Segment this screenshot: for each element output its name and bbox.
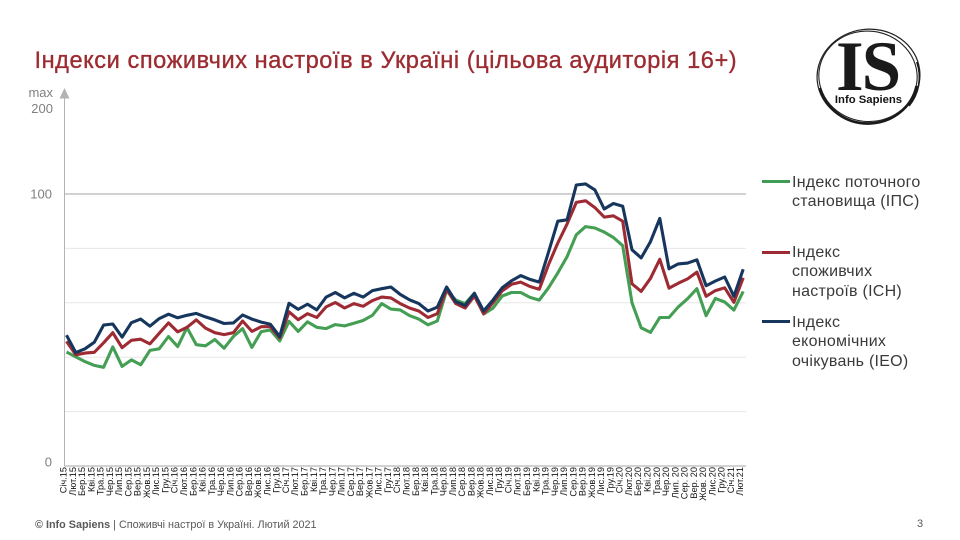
svg-text:Чер.18: Чер.18 <box>439 467 449 496</box>
svg-text:Тра.20: Тра.20 <box>652 467 662 495</box>
svg-text:Чер.20: Чер.20 <box>661 467 671 496</box>
svg-text:Вер. 20: Вер. 20 <box>689 467 699 499</box>
svg-text:Лип.18: Лип.18 <box>448 467 458 496</box>
svg-text:Січ.15: Січ.15 <box>59 467 69 493</box>
svg-text:Гру.15: Гру.15 <box>161 467 171 493</box>
svg-text:Січ.18: Січ.18 <box>392 467 402 493</box>
svg-text:Лют.16: Лют.16 <box>179 467 189 496</box>
svg-text:Жов.16: Жов.16 <box>253 467 263 498</box>
svg-text:Чер.19: Чер.19 <box>550 467 560 496</box>
svg-text:Чер.15: Чер.15 <box>105 467 115 496</box>
svg-text:Лис.20: Лис.20 <box>707 467 717 496</box>
svg-text:Гру.19: Гру.19 <box>605 467 615 493</box>
svg-text:Лют.19: Лют.19 <box>513 467 523 496</box>
svg-text:Сер.15: Сер.15 <box>123 467 133 497</box>
svg-text:Бер.19: Бер.19 <box>522 467 532 496</box>
svg-text:Лип.19: Лип.19 <box>559 467 569 496</box>
svg-text:Жов.18: Жов.18 <box>476 467 486 498</box>
svg-text:Сер.16: Сер.16 <box>235 467 245 497</box>
svg-text:Січ.21: Січ.21 <box>726 467 736 493</box>
svg-text:Гру.18: Гру.18 <box>494 467 504 493</box>
svg-text:Тра.19: Тра.19 <box>541 467 551 495</box>
svg-text:Лип.15: Лип.15 <box>114 467 124 496</box>
svg-text:Сер.17: Сер.17 <box>346 467 356 497</box>
svg-text:Тра.17: Тра.17 <box>318 467 328 495</box>
svg-text:Кві.16: Кві.16 <box>198 467 208 492</box>
svg-text:Вер.16: Вер.16 <box>244 467 254 496</box>
svg-text:Вер.19: Вер.19 <box>578 467 588 496</box>
svg-text:Лип.16: Лип.16 <box>225 467 235 496</box>
svg-text:Гру.17: Гру.17 <box>383 467 393 493</box>
svg-text:Жов.19: Жов.19 <box>587 467 597 498</box>
svg-text:0: 0 <box>45 455 52 470</box>
svg-text:Бер.17: Бер.17 <box>300 467 310 496</box>
svg-text:Кві.18: Кві.18 <box>420 467 430 492</box>
svg-text:Лют.17: Лют.17 <box>290 467 300 496</box>
svg-text:Кві.19: Кві.19 <box>531 467 541 492</box>
svg-text:100: 100 <box>30 187 52 202</box>
svg-text:Жов.17: Жов.17 <box>364 467 374 498</box>
svg-text:Бер.16: Бер.16 <box>188 467 198 496</box>
svg-text:Лис.16: Лис.16 <box>262 467 272 496</box>
svg-text:Тра.15: Тра.15 <box>96 467 106 495</box>
svg-text:Бер.18: Бер.18 <box>411 467 421 496</box>
svg-text:Січ.17: Січ.17 <box>281 467 291 493</box>
svg-text:max: max <box>28 85 53 100</box>
svg-text:Січ.16: Січ.16 <box>170 467 180 493</box>
svg-text:Тра.18: Тра.18 <box>429 467 439 495</box>
svg-text:Лют.20: Лют.20 <box>624 467 634 496</box>
svg-text:Гру.16: Гру.16 <box>272 467 282 493</box>
svg-text:Вер.18: Вер.18 <box>466 467 476 496</box>
svg-text:Січ.19: Січ.19 <box>504 467 514 493</box>
svg-text:Жов.15: Жов.15 <box>142 467 152 498</box>
svg-text:Жов. 20: Жов. 20 <box>698 467 708 501</box>
svg-text:Лют.15: Лют.15 <box>68 467 78 496</box>
svg-text:200: 200 <box>31 101 53 116</box>
svg-text:Чер.17: Чер.17 <box>327 467 337 496</box>
svg-text:Лип.17: Лип.17 <box>337 467 347 496</box>
svg-text:Вер.17: Вер.17 <box>355 467 365 496</box>
svg-text:Сер.19: Сер.19 <box>568 467 578 497</box>
svg-text:Лют.21: Лют.21 <box>735 467 745 496</box>
svg-text:Info Sapiens: Info Sapiens <box>835 94 902 106</box>
svg-text:Лис.18: Лис.18 <box>485 467 495 496</box>
svg-text:Тра.16: Тра.16 <box>207 467 217 495</box>
svg-text:Гру.20: Гру.20 <box>717 467 727 493</box>
svg-text:Лис.15: Лис.15 <box>151 467 161 496</box>
svg-text:Лис.19: Лис.19 <box>596 467 606 496</box>
svg-text:IS: IS <box>836 28 899 106</box>
svg-text:Сер.18: Сер.18 <box>457 467 467 497</box>
svg-text:Лип. 20: Лип. 20 <box>670 467 680 498</box>
svg-text:Чер.16: Чер.16 <box>216 467 226 496</box>
svg-text:Сер. 20: Сер. 20 <box>680 467 690 499</box>
svg-text:Лис.17: Лис.17 <box>374 467 384 496</box>
svg-text:Лют.18: Лют.18 <box>402 467 412 496</box>
svg-text:Кві.20: Кві.20 <box>643 467 653 492</box>
svg-text:Бер.20: Бер.20 <box>633 467 643 496</box>
svg-text:Бер.15: Бер.15 <box>77 467 87 496</box>
svg-text:Січ.20: Січ.20 <box>615 467 625 493</box>
svg-text:Вер.15: Вер.15 <box>133 467 143 496</box>
svg-text:Кві.15: Кві.15 <box>86 467 96 492</box>
svg-text:Кві.17: Кві.17 <box>309 467 319 492</box>
